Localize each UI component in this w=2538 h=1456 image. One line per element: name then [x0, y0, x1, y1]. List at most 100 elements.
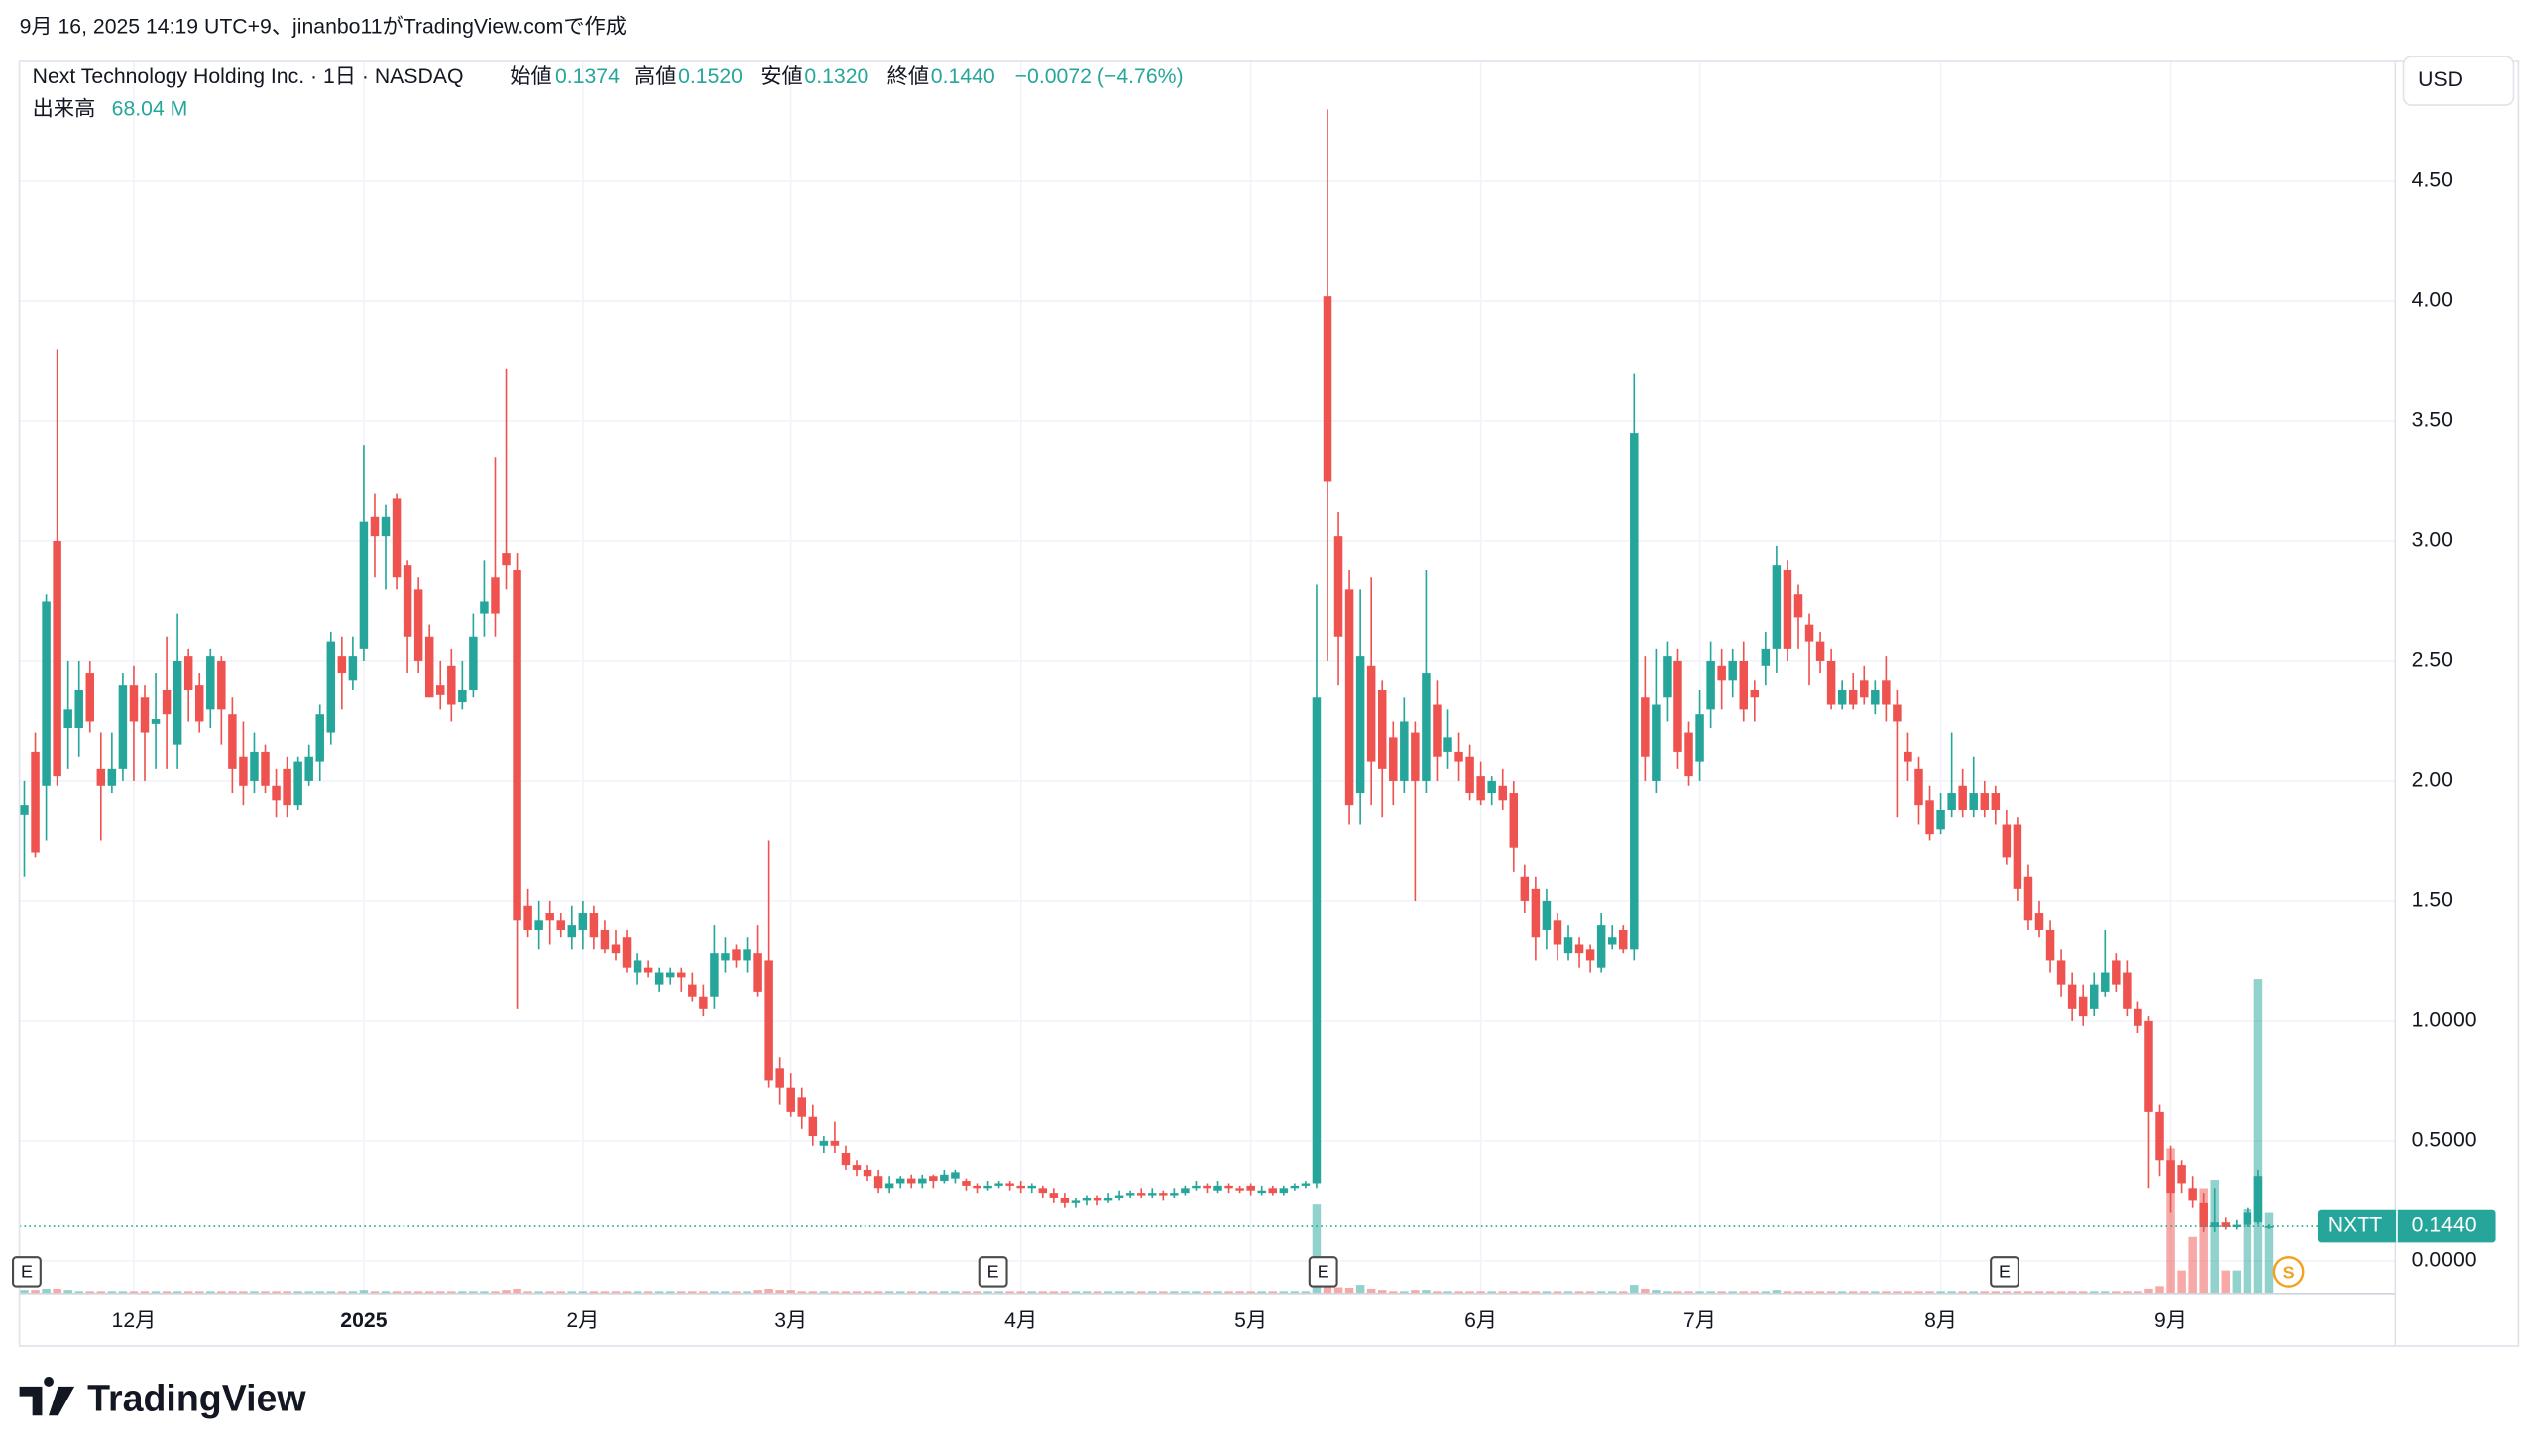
candle-body: [688, 984, 697, 997]
candle-body: [1038, 1188, 1048, 1194]
volume-bar: [743, 1291, 751, 1294]
volume-bar: [1904, 1291, 1912, 1294]
volume-bar: [1027, 1291, 1036, 1294]
volume-bar: [1454, 1291, 1463, 1294]
candle-body: [2078, 996, 2088, 1017]
candle-body: [852, 1165, 862, 1170]
volume-bar: [272, 1291, 281, 1294]
candle-body: [2155, 1111, 2164, 1161]
candle-body: [786, 1087, 795, 1112]
candle-body: [2123, 972, 2132, 1009]
volume-bar: [929, 1291, 938, 1294]
candle-body: [436, 685, 445, 695]
candle-body: [523, 905, 532, 930]
candle-body: [1148, 1193, 1157, 1196]
volume-bar: [1706, 1291, 1715, 1294]
legend-open: 0.1374: [555, 65, 620, 88]
candle-body: [2243, 1212, 2252, 1225]
volume-bar: [2221, 1270, 2231, 1294]
candle-body: [1815, 641, 1825, 661]
candle-body: [1585, 949, 1595, 961]
volume-bar: [381, 1291, 391, 1294]
candle-body: [1793, 594, 1803, 618]
candle-body: [1290, 1185, 1300, 1189]
currency-button[interactable]: [2402, 56, 2515, 106]
candle-body: [1246, 1185, 1255, 1191]
volume-bar: [1761, 1291, 1771, 1294]
candle-body: [2177, 1165, 2186, 1184]
currency[interactable]: USD: [2418, 68, 2463, 91]
earnings-marker: [978, 1256, 1008, 1288]
candle-body: [370, 516, 380, 537]
candle-body: [589, 913, 599, 938]
x-tick-label: 4月: [1004, 1309, 1037, 1332]
candle-body: [1542, 900, 1552, 930]
x-tick-label: 12月: [112, 1309, 157, 1332]
candle-body: [721, 953, 730, 961]
volume-bar: [688, 1291, 697, 1294]
candle-body: [2199, 1202, 2208, 1228]
volume-bar: [1728, 1291, 1737, 1294]
y-tick-label: 3.50: [2412, 409, 2453, 432]
volume-bar: [304, 1291, 313, 1294]
candle-body: [2221, 1222, 2231, 1228]
candle-body: [480, 601, 489, 614]
candle-body: [1224, 1185, 1233, 1189]
volume-bar: [250, 1291, 259, 1294]
volume-bar: [206, 1291, 215, 1294]
candle-body: [1181, 1188, 1190, 1194]
candle-body: [1268, 1188, 1278, 1194]
candle-body: [337, 656, 347, 674]
candle-body: [261, 751, 270, 786]
y-tick-label: 3.00: [2412, 529, 2453, 552]
volume-bar: [797, 1291, 807, 1294]
volume-bar: [31, 1290, 40, 1294]
volume-bar: [1509, 1291, 1519, 1294]
candle-body: [1344, 589, 1354, 806]
candle-body: [118, 685, 128, 769]
volume-bar: [1563, 1291, 1573, 1294]
candle-body: [1826, 660, 1836, 705]
candle-body: [600, 929, 610, 950]
volume-bar: [2177, 1270, 2186, 1294]
candle-body: [381, 516, 391, 537]
candle-body: [1005, 1183, 1014, 1186]
volume-bar: [326, 1291, 336, 1294]
candle-body: [951, 1172, 960, 1179]
candle-body: [42, 601, 51, 786]
volume-bar: [1279, 1291, 1289, 1294]
candle-body: [1882, 680, 1891, 705]
volume-bar: [85, 1291, 95, 1294]
x-tick-label: 2025: [340, 1309, 387, 1332]
y-tick-label: 4.50: [2412, 169, 2453, 192]
x-tick-label: 9月: [2154, 1309, 2187, 1332]
candle-body: [217, 660, 226, 710]
volume-bar: [863, 1291, 872, 1294]
candle-body: [239, 756, 248, 786]
volume-bar: [523, 1291, 532, 1294]
earnings-label: E: [987, 1261, 999, 1281]
volume-bar: [1411, 1290, 1420, 1294]
volume-bar: [1991, 1291, 2001, 1294]
volume-bar: [239, 1291, 248, 1294]
candle-body: [940, 1174, 949, 1182]
volume-bar: [118, 1291, 128, 1294]
legend-open-label: 始値: [510, 64, 551, 88]
volume-bar: [1585, 1291, 1595, 1294]
volume-bar: [2034, 1291, 2044, 1294]
volume-bar: [359, 1290, 369, 1294]
candle-body: [1136, 1193, 1146, 1196]
candle-body: [107, 768, 117, 786]
candle-body: [654, 972, 664, 985]
legend-change: −0.0072 (−4.76%): [1015, 65, 1184, 88]
candle-body: [1257, 1190, 1266, 1194]
volume-bar: [162, 1291, 172, 1294]
volume-bar: [42, 1288, 51, 1294]
volume-bar: [2045, 1291, 2055, 1294]
volume-bar: [1969, 1291, 1978, 1294]
candle-body: [1728, 660, 1737, 681]
candle-body: [1520, 876, 1530, 901]
candle-body: [1203, 1185, 1211, 1189]
x-tick-label: 8月: [1924, 1309, 1957, 1332]
